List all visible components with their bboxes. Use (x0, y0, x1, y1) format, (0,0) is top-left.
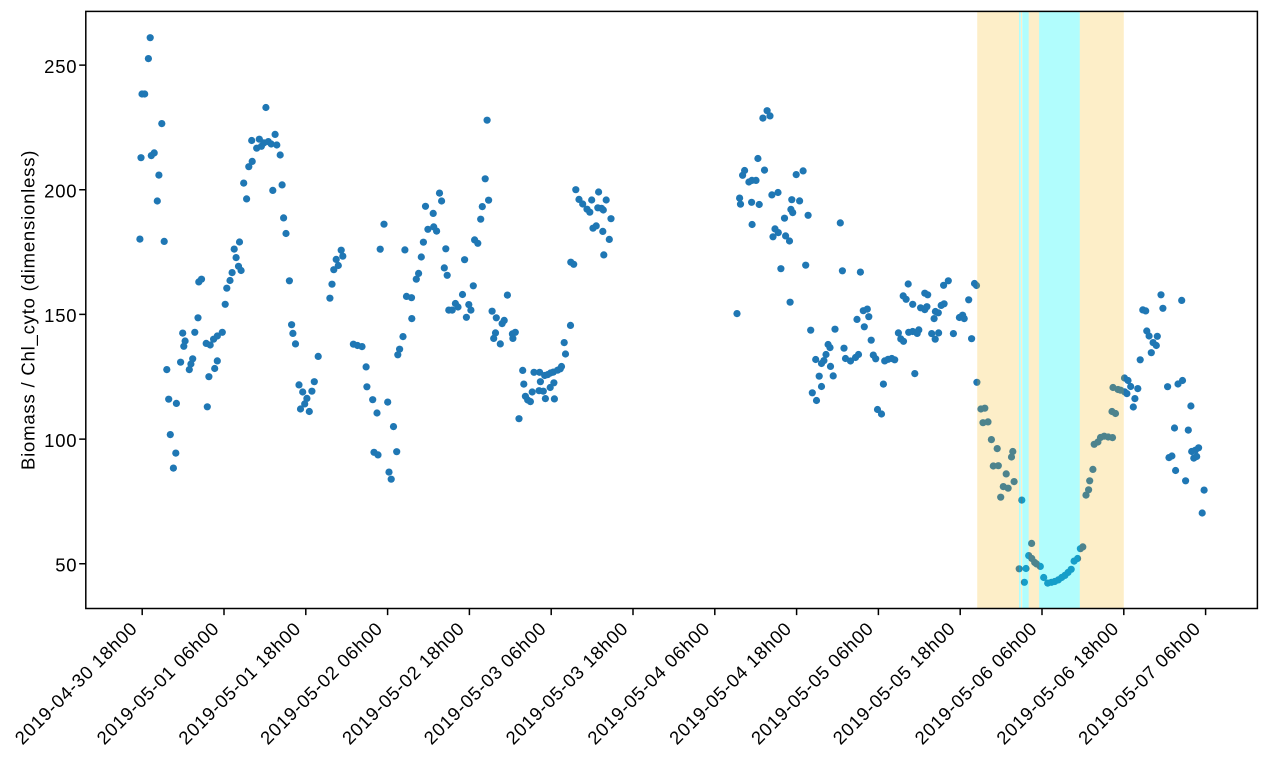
svg-text:Biomass / Chl_cyto (dimensionl: Biomass / Chl_cyto (dimensionless) (18, 150, 40, 470)
svg-text:150: 150 (44, 305, 77, 326)
svg-text:50: 50 (55, 555, 77, 576)
svg-text:100: 100 (44, 430, 77, 451)
svg-text:200: 200 (44, 181, 77, 202)
svg-text:250: 250 (44, 56, 77, 77)
